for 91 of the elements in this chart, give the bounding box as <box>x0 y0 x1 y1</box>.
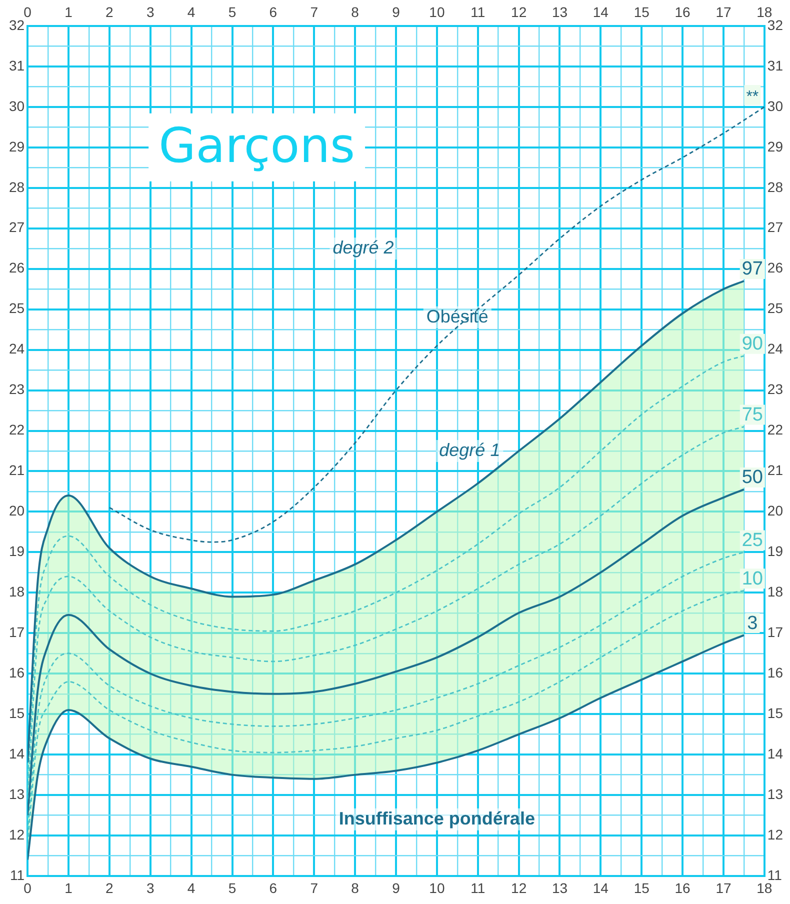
y-tick-label: 14 <box>8 745 25 762</box>
series-label: 3 <box>747 612 758 634</box>
y-tick-label: 31 <box>8 57 25 74</box>
y2-tick-label: 15 <box>767 704 784 721</box>
y-tick-label: 13 <box>8 786 25 802</box>
x-tick-label: 8 <box>351 880 360 896</box>
y-tick-label: 28 <box>8 178 25 195</box>
x2-tick-label: 4 <box>187 4 196 20</box>
x2-tick-label: 12 <box>511 4 527 20</box>
series-label: 10 <box>742 568 763 590</box>
y-tick-label: 18 <box>8 584 25 600</box>
y-tick-label: 20 <box>8 502 25 519</box>
y-tick-label: 25 <box>8 300 25 316</box>
x2-tick-label: 0 <box>24 4 32 20</box>
x2-tick-label: 2 <box>106 4 114 20</box>
y2-tick-label: 25 <box>767 300 784 316</box>
y-tick-label: 16 <box>8 664 25 680</box>
y-tick-label: 23 <box>8 381 25 398</box>
x2-tick-label: 15 <box>634 4 650 20</box>
y2-tick-label: 22 <box>767 422 784 438</box>
y2-tick-label: 13 <box>767 786 784 802</box>
y2-tick-label: 27 <box>767 219 784 236</box>
x2-tick-label: 16 <box>674 4 691 20</box>
x-tick-label: 3 <box>146 880 154 896</box>
y2-tick-label: 19 <box>767 543 784 560</box>
y-tick-label: 21 <box>8 462 25 478</box>
series-label: ** <box>746 88 759 106</box>
x2-tick-label: 9 <box>392 4 400 20</box>
y-tick-label: 15 <box>8 704 25 721</box>
x-tick-label: 10 <box>429 880 445 896</box>
y2-tick-label: 12 <box>767 826 784 842</box>
x2-tick-label: 14 <box>592 4 609 20</box>
x2-tick-label: 11 <box>470 4 486 20</box>
x-tick-label: 2 <box>106 880 114 896</box>
series-label: 97 <box>742 258 763 280</box>
x2-tick-label: 5 <box>228 4 236 20</box>
x2-tick-label: 6 <box>269 4 278 20</box>
series-label: 75 <box>742 404 763 426</box>
y-tick-label: 12 <box>8 826 25 842</box>
y2-tick-label: 17 <box>767 624 784 640</box>
x-tick-label: 12 <box>511 880 527 896</box>
series-label: 25 <box>742 530 763 551</box>
y-tick-label: 26 <box>8 260 25 276</box>
y2-tick-label: 24 <box>767 340 784 357</box>
x2-tick-label: 7 <box>310 4 318 20</box>
x-tick-label: 16 <box>674 880 691 896</box>
y2-tick-label: 21 <box>767 462 784 478</box>
y-tick-label: 19 <box>8 543 25 560</box>
y2-tick-label: 14 <box>767 745 784 762</box>
y2-tick-label: 18 <box>767 584 784 600</box>
x-tick-label: 0 <box>24 880 32 896</box>
annotation: Insuffisance pondérale <box>338 808 535 828</box>
x2-tick-label: 8 <box>351 4 360 20</box>
x-tick-label: 4 <box>187 880 196 896</box>
y2-tick-label: 30 <box>767 98 784 114</box>
x-tick-label: 9 <box>392 880 400 896</box>
x2-tick-label: 10 <box>429 4 445 20</box>
y2-tick-label: 20 <box>767 502 784 519</box>
x2-tick-label: 3 <box>146 4 154 20</box>
x-tick-label: 7 <box>310 880 318 896</box>
x-tick-label: 5 <box>228 880 236 896</box>
y-tick-label: 11 <box>10 866 25 883</box>
x-tick-label: 14 <box>592 880 609 896</box>
annotation: degré 1 <box>439 440 500 460</box>
y-tick-label: 17 <box>8 624 25 640</box>
y-tick-label: 32 <box>8 16 25 33</box>
y2-tick-label: 23 <box>767 381 784 398</box>
y2-tick-label: 26 <box>767 260 784 276</box>
y-tick-label: 27 <box>8 219 25 236</box>
x2-tick-label: 13 <box>552 4 568 20</box>
text: Garçons <box>158 118 356 174</box>
series-label: 50 <box>742 467 763 488</box>
annotation: Obésité <box>426 306 488 326</box>
x2-tick-label: 1 <box>64 4 73 20</box>
y-tick-label: 30 <box>8 98 25 114</box>
x-tick-label: 17 <box>716 880 732 896</box>
series-label: 90 <box>742 334 763 355</box>
y-tick-label: 24 <box>8 340 25 357</box>
y-tick-label: 29 <box>8 138 25 154</box>
x-tick-label: 15 <box>634 880 650 896</box>
annotation: degré 2 <box>332 238 394 258</box>
x-tick-label: 11 <box>470 880 486 896</box>
y2-tick-label: 29 <box>767 138 784 154</box>
x-tick-label: 1 <box>64 880 73 896</box>
x-tick-label: 6 <box>269 880 278 896</box>
x-tick-label: 13 <box>552 880 568 896</box>
y-tick-label: 22 <box>8 422 25 438</box>
y2-tick-label: 31 <box>767 57 784 74</box>
y2-tick-label: 28 <box>767 178 784 195</box>
y2-tick-label: 16 <box>767 664 784 680</box>
x2-tick-label: 17 <box>716 4 732 20</box>
